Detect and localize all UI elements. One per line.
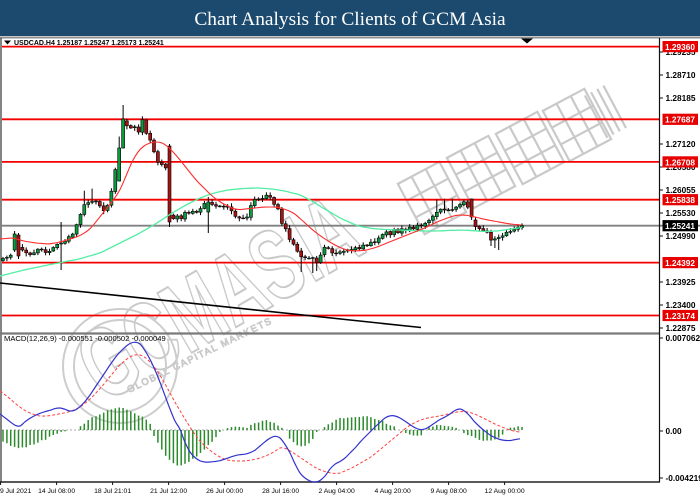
svg-text:1.24392: 1.24392: [665, 258, 695, 268]
svg-text:9 Jul 2021: 9 Jul 2021: [0, 488, 32, 495]
svg-text:USDCAD.H4 1.25187 1.25247 1.2: USDCAD.H4 1.25187 1.25247 1.25173 1.2524…: [14, 40, 164, 47]
svg-text:-0.004219: -0.004219: [666, 473, 700, 483]
svg-text:12 Aug 00:00: 12 Aug 00:00: [485, 488, 525, 495]
svg-text:4 Aug 20:00: 4 Aug 20:00: [374, 488, 411, 495]
svg-text:21 Jul 12:00: 21 Jul 12:00: [150, 488, 187, 495]
svg-text:MACD(12,26,9) -0.000551 -0.000: MACD(12,26,9) -0.000551 -0.000502 -0.000…: [4, 334, 166, 343]
svg-text:1.27120: 1.27120: [666, 139, 696, 149]
svg-text:1.23400: 1.23400: [666, 300, 696, 310]
svg-text:Chart Analysis for Clients of: Chart Analysis for Clients of GCM Asia: [194, 9, 506, 30]
svg-text:1.29360: 1.29360: [665, 42, 695, 52]
svg-text:28 Jul 16:00: 28 Jul 16:00: [262, 488, 299, 495]
svg-text:2 Aug 04:00: 2 Aug 04:00: [318, 488, 355, 495]
svg-text:1.25838: 1.25838: [665, 195, 695, 205]
svg-text:1.25241: 1.25241: [665, 221, 695, 231]
svg-text:1.27687: 1.27687: [665, 115, 695, 125]
svg-text:1.25530: 1.25530: [666, 208, 696, 218]
svg-text:14 Jul 08:00: 14 Jul 08:00: [38, 488, 75, 495]
svg-text:18 Jul 21:01: 18 Jul 21:01: [94, 488, 131, 495]
svg-text:9 Aug 08:00: 9 Aug 08:00: [430, 488, 467, 495]
svg-text:1.28710: 1.28710: [666, 70, 696, 80]
svg-text:1.26055: 1.26055: [666, 185, 696, 195]
svg-text:1.28185: 1.28185: [666, 93, 696, 103]
svg-text:0.00: 0.00: [666, 426, 683, 436]
svg-text:1.26708: 1.26708: [665, 157, 695, 167]
svg-text:1.23925: 1.23925: [666, 277, 696, 287]
svg-text:1.23174: 1.23174: [665, 311, 695, 321]
svg-text:1.24990: 1.24990: [666, 231, 696, 241]
svg-text:1.22875: 1.22875: [666, 323, 696, 333]
svg-text:26 Jul 00:00: 26 Jul 00:00: [206, 488, 243, 495]
svg-text:0.007062: 0.007062: [666, 333, 700, 343]
